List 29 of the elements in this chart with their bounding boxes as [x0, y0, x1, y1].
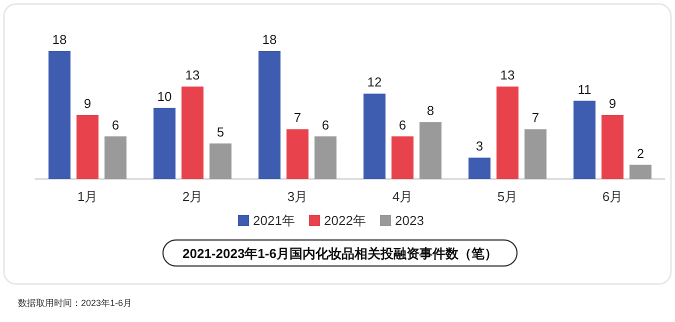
data-label: 5 [216, 124, 224, 140]
x-tick-label: 6月 [602, 189, 623, 204]
data-label: 18 [262, 32, 277, 47]
text: 数据取用时间：2023年1-6月 [18, 298, 132, 308]
data-label: 12 [367, 74, 382, 90]
data-label: 3 [476, 138, 484, 154]
data-label: 18 [52, 32, 67, 47]
data-label: 8 [426, 103, 434, 118]
data-label: 2 [636, 146, 644, 161]
legend-label: 2023 [395, 213, 424, 228]
data-label: 6 [112, 117, 120, 132]
text: 2021-2023年1-6月国内化妆品相关投融资事件数（笔） [182, 246, 498, 261]
data-label: 9 [84, 96, 92, 111]
legend-label: 2021年 [253, 213, 295, 228]
data-label: 10 [157, 88, 172, 104]
data-label: 7 [294, 110, 302, 126]
legend-label: 2022年 [324, 213, 366, 228]
data-label: 6 [322, 117, 330, 132]
data-label: 13 [500, 68, 515, 83]
data-label: 9 [608, 96, 616, 111]
x-tick-label: 2月 [182, 189, 203, 204]
x-tick-label: 3月 [287, 189, 308, 204]
x-tick-label: 5月 [497, 189, 518, 204]
data-label: 11 [578, 82, 592, 97]
data-label: 7 [532, 110, 540, 126]
x-tick-label: 4月 [392, 189, 413, 204]
x-tick-label: 1月 [77, 189, 98, 204]
data-label: 13 [185, 68, 200, 83]
data-label: 6 [398, 117, 406, 132]
